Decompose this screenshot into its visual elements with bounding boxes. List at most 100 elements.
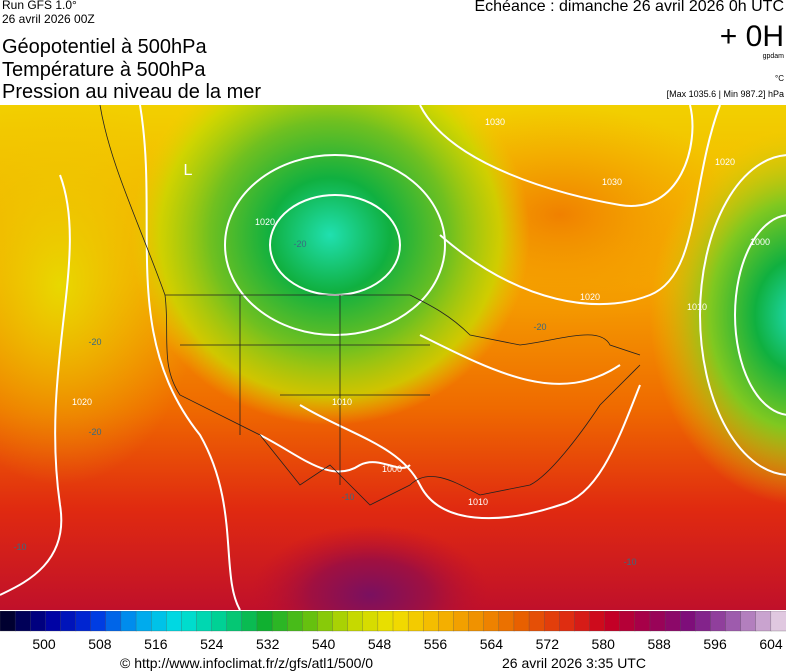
colorbar-swatch bbox=[664, 611, 681, 632]
colorbar-swatch bbox=[135, 611, 152, 632]
colorbar-swatch bbox=[619, 611, 636, 632]
map: 1030 1030 1020 1020 1000 1010 1020 1010 1000 1010… bbox=[0, 105, 786, 610]
colorbar-label: 572 bbox=[536, 636, 560, 652]
colorbar-swatch bbox=[589, 611, 606, 632]
colorbar-label: 580 bbox=[592, 636, 616, 652]
contour-label: -20 bbox=[88, 337, 101, 347]
echeance: Echéance : dimanche 26 avril 2026 0h UTC bbox=[474, 0, 784, 15]
contour-label: 1030 bbox=[485, 117, 505, 127]
colorbar-swatch bbox=[649, 611, 666, 632]
colorbar-swatch bbox=[120, 611, 137, 632]
colorbar-swatch bbox=[151, 611, 167, 632]
colorbar-swatch bbox=[332, 611, 349, 632]
colorbar-label: 564 bbox=[480, 636, 504, 652]
colorbar-swatch bbox=[256, 611, 273, 632]
unit-geo: gpdam bbox=[762, 53, 784, 60]
colorbar-swatch bbox=[755, 611, 772, 632]
colorbar-swatch bbox=[574, 611, 591, 632]
colorbar-label: 532 bbox=[256, 636, 280, 652]
colorbar-swatch bbox=[14, 611, 31, 632]
contour-label: 1000 bbox=[382, 464, 402, 474]
field bbox=[250, 525, 490, 610]
colorbar-swatch bbox=[211, 611, 228, 632]
run-date: 26 avril 2026 00Z bbox=[2, 12, 95, 26]
colorbar-label: 508 bbox=[88, 636, 112, 652]
run: Run GFS 1.0° bbox=[2, 0, 77, 12]
colorbar-swatch bbox=[740, 611, 757, 632]
colorbar-swatch bbox=[287, 611, 303, 632]
colorbar-swatch bbox=[181, 611, 198, 632]
colorbar-swatch bbox=[241, 611, 258, 632]
colorbar-label: 500 bbox=[32, 636, 56, 652]
source: © http://www.infoclimat.fr/z/gfs/atl1/50… bbox=[120, 655, 374, 671]
colorbar-swatch bbox=[680, 611, 696, 632]
generated: 26 avril 2026 3:35 UTC bbox=[502, 655, 646, 671]
contour-label: -20 bbox=[533, 322, 546, 332]
colorbar-swatch bbox=[483, 611, 500, 632]
colorbar-swatch bbox=[60, 611, 77, 632]
colorbar-swatch bbox=[498, 611, 515, 632]
colorbar-label: 588 bbox=[647, 636, 671, 652]
colorbar-swatch bbox=[468, 611, 485, 632]
colorbar: 500 508 516 524 532 540 548 556 564 572 580 588 596 6… bbox=[0, 611, 786, 652]
borders bbox=[99, 105, 641, 506]
colorbar-label: 596 bbox=[703, 636, 727, 652]
title: Température à 500hPa bbox=[2, 59, 206, 81]
colorbar-swatch bbox=[377, 611, 394, 632]
colorbar-swatch bbox=[710, 611, 727, 632]
contour-label: 1000 bbox=[750, 237, 770, 247]
offset: + 0H bbox=[719, 20, 784, 53]
colorbar-swatch bbox=[362, 611, 379, 632]
colorbar-swatch bbox=[347, 611, 364, 632]
title: Géopotentiel à 500hPa bbox=[2, 36, 207, 58]
colorbar-swatch bbox=[770, 611, 786, 632]
colorbar-swatch bbox=[0, 611, 16, 632]
contour-label: 1010 bbox=[468, 497, 488, 507]
title: Pression au niveau de la mer bbox=[2, 81, 262, 103]
unit-temp: °C bbox=[775, 74, 784, 83]
colorbar-label: 604 bbox=[759, 636, 783, 652]
colorbar-swatch bbox=[166, 611, 183, 632]
colorbar-swatch bbox=[423, 611, 439, 632]
colorbar-swatch bbox=[544, 611, 560, 632]
colorbar-swatch bbox=[604, 611, 621, 632]
colorbar-label: 524 bbox=[200, 636, 224, 652]
colorbar-swatch bbox=[407, 611, 424, 632]
colorbar-swatch bbox=[317, 611, 334, 632]
colorbar-swatch bbox=[392, 611, 409, 632]
colorbar-swatch bbox=[559, 611, 576, 632]
colorbar-swatch bbox=[45, 611, 62, 632]
pressure-range: [Max 1035.6 | Min 987.2] hPa bbox=[666, 89, 784, 99]
contour-label: -10 bbox=[13, 542, 26, 552]
colorbar-swatch bbox=[634, 611, 651, 632]
contour-label: -20 bbox=[88, 427, 101, 437]
colorbar-label: 548 bbox=[368, 636, 392, 652]
colorbar-swatch bbox=[513, 611, 530, 632]
colorbar-swatch bbox=[30, 611, 46, 632]
contour-label: 1010 bbox=[687, 302, 707, 312]
contour-label: 1020 bbox=[580, 292, 600, 302]
colorbar-swatch bbox=[453, 611, 470, 632]
colorbar-swatch bbox=[528, 611, 545, 632]
colorbar-swatch bbox=[75, 611, 92, 632]
colorbar-label: 516 bbox=[144, 636, 168, 652]
low-pressure bbox=[650, 125, 786, 505]
contour-label: 1010 bbox=[332, 397, 352, 407]
colorbar-swatch bbox=[725, 611, 742, 632]
contour-label: L bbox=[184, 162, 193, 179]
colorbar-swatch bbox=[302, 611, 319, 632]
contour-label: -10 bbox=[623, 557, 636, 567]
contour-label: 1020 bbox=[255, 217, 275, 227]
colorbar-swatch bbox=[271, 611, 288, 632]
contour-label: -20 bbox=[293, 239, 306, 249]
contour-label: 1020 bbox=[715, 157, 735, 167]
contour-label: 1030 bbox=[602, 177, 622, 187]
contour-label: 1020 bbox=[72, 397, 92, 407]
colorbar-swatch bbox=[90, 611, 107, 632]
colorbar-swatch bbox=[438, 611, 455, 632]
colorbar-swatch bbox=[226, 611, 243, 632]
colorbar-swatch bbox=[105, 611, 122, 632]
colorbar-swatch bbox=[196, 611, 213, 632]
colorbar-swatch bbox=[695, 611, 712, 632]
